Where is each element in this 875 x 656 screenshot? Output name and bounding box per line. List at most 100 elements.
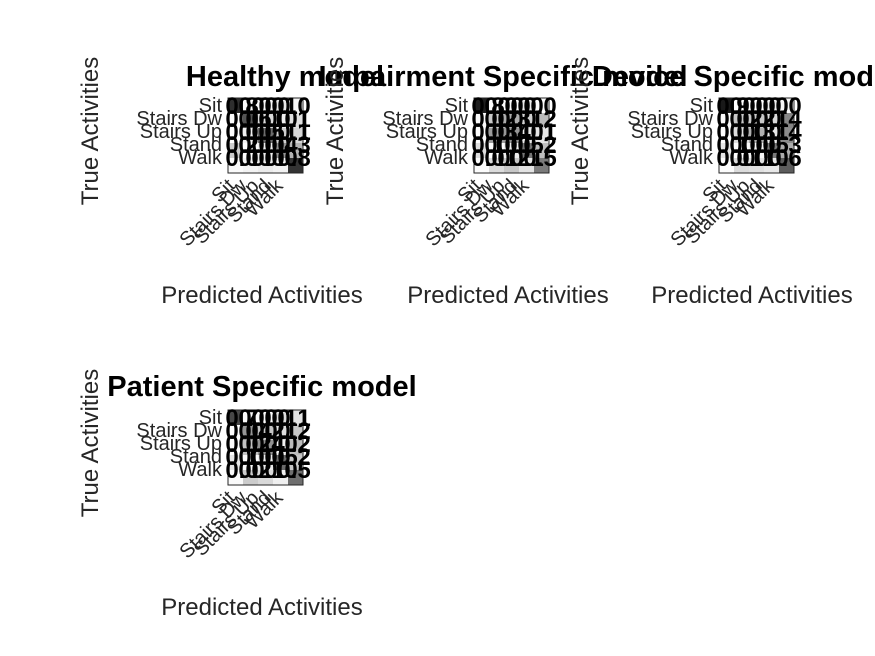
cell-label: 0.1 <box>251 457 284 484</box>
cell-label: 0.3 <box>768 132 801 159</box>
cell-label: 0.0 <box>510 93 543 120</box>
row-tick-label: Walk <box>178 147 223 169</box>
cell-label: 0.1 <box>729 145 762 172</box>
heatmap-cell <box>258 440 273 455</box>
heatmap-panel-3: 0.90.00.00.00.00.00.20.20.10.40.00.10.30… <box>567 57 875 309</box>
cell-label: 0.2 <box>251 418 284 445</box>
cell-label: 0.0 <box>523 93 556 120</box>
row-tick-label: Stairs Up <box>140 121 222 143</box>
heatmap-cell <box>243 455 258 470</box>
heatmap-cell <box>288 128 303 143</box>
heatmap-cell <box>288 455 303 470</box>
heatmap-cell <box>719 113 734 128</box>
cell-label: 0.1 <box>484 145 517 172</box>
cell-label: 0.0 <box>742 93 775 120</box>
row-tick-label: Stairs Dw <box>136 108 222 130</box>
cell-label: 0.5 <box>510 132 543 159</box>
heatmap-cell <box>258 128 273 143</box>
heatmap-cell <box>258 470 273 485</box>
cell-label: 0.2 <box>729 106 762 133</box>
heatmap-cell <box>273 470 288 485</box>
heatmap-cell <box>749 143 764 158</box>
heatmap-cell <box>273 455 288 470</box>
heatmap-cell <box>489 128 504 143</box>
heatmap-cell <box>534 143 549 158</box>
heatmap-cell <box>243 425 258 440</box>
cell-label: 0.0 <box>742 132 775 159</box>
heatmap-cell <box>228 455 243 470</box>
heatmap-cell <box>779 113 794 128</box>
row-tick-label: Stand <box>170 446 222 468</box>
heatmap-cell <box>534 158 549 173</box>
cell-label: 0.0 <box>238 119 271 146</box>
y-axis-label: True Activities <box>322 57 349 206</box>
heatmap-cell <box>273 113 288 128</box>
heatmap-cell <box>243 410 258 425</box>
cell-label: 0.0 <box>225 418 258 445</box>
cell-label: 0.2 <box>277 431 310 458</box>
row-tick-label: Stand <box>661 134 713 156</box>
cell-label: 0.4 <box>238 418 272 445</box>
heatmap-cell <box>734 98 749 113</box>
heatmap-cell <box>243 128 258 143</box>
heatmap-cell <box>288 98 303 113</box>
y-axis-label: True Activities <box>77 369 104 518</box>
heatmap-cell <box>228 410 243 425</box>
cell-label: 0.4 <box>768 106 802 133</box>
cell-label: 0.0 <box>225 119 258 146</box>
heatmap-cell <box>273 440 288 455</box>
heatmap-cell <box>474 158 489 173</box>
heatmap-cell <box>519 128 534 143</box>
row-tick-label: Sit <box>690 95 714 117</box>
cell-label: 0.0 <box>768 93 801 120</box>
cell-label: 0.1 <box>755 106 788 133</box>
heatmap-cell <box>228 158 243 173</box>
cell-label: 0.2 <box>523 106 556 133</box>
cell-label: 0.3 <box>742 119 775 146</box>
x-axis-label: Predicted Activities <box>651 282 852 309</box>
heatmap-cell <box>228 470 243 485</box>
cell-label: 0.0 <box>497 93 530 120</box>
heatmap-cell <box>273 128 288 143</box>
cell-label: 0.1 <box>264 405 297 432</box>
heatmap-cell <box>519 113 534 128</box>
row-tick-label: Sit <box>445 95 469 117</box>
heatmap-cell <box>764 158 779 173</box>
heatmap-cell <box>243 470 258 485</box>
cell-label: 0.1 <box>225 444 258 471</box>
cell-label: 0.1 <box>264 119 297 146</box>
cell-label: 0.0 <box>238 132 271 159</box>
heatmap-cell <box>474 128 489 143</box>
heatmap-cell <box>719 158 734 173</box>
cell-label: 0.6 <box>768 145 801 172</box>
heatmap-cell <box>273 143 288 158</box>
chart-title: Patient Specific model <box>107 371 416 403</box>
cell-label: 0.0 <box>277 93 310 120</box>
heatmap-cell <box>504 113 519 128</box>
cell-label: 0.4 <box>497 119 531 146</box>
cell-label: 0.0 <box>225 457 258 484</box>
cell-label: 0.0 <box>264 145 297 172</box>
cell-label: 0.2 <box>277 444 310 471</box>
cell-label: 0.0 <box>264 457 297 484</box>
cell-label: 0.1 <box>716 132 749 159</box>
heatmap-cell <box>288 143 303 158</box>
cell-label: 0.5 <box>277 457 310 484</box>
heatmap-cell <box>288 158 303 173</box>
heatmap-frame <box>227 97 304 174</box>
cell-label: 0.6 <box>238 106 271 133</box>
cell-label: 0.2 <box>277 418 310 445</box>
cell-label: 0.1 <box>729 119 762 146</box>
cell-label: 0.0 <box>238 93 271 120</box>
cell-label: 0.0 <box>471 119 504 146</box>
heatmap-cell <box>273 98 288 113</box>
heatmap-panel-4: 0.70.00.00.10.10.00.40.20.10.20.00.20.40… <box>77 369 417 621</box>
heatmap-cell <box>519 158 534 173</box>
heatmap-cell <box>243 113 258 128</box>
heatmap-cell <box>504 143 519 158</box>
cell-label: 0.3 <box>277 132 310 159</box>
row-tick-label: Stand <box>416 134 468 156</box>
cell-label: 0.5 <box>523 145 556 172</box>
cell-label: 0.0 <box>251 93 284 120</box>
cell-label: 0.3 <box>484 119 517 146</box>
